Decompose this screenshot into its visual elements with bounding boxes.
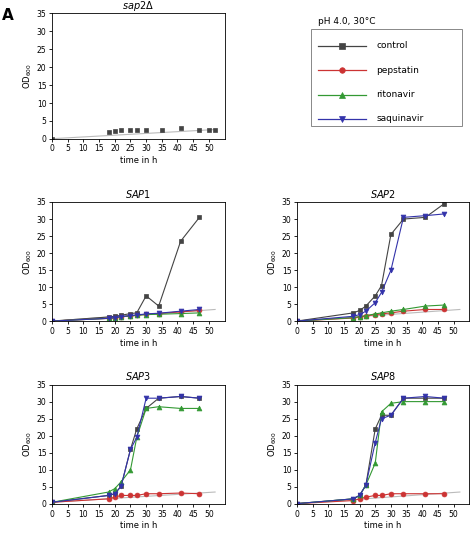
X-axis label: time in h: time in h (119, 156, 157, 165)
Title: $SAP8$: $SAP8$ (370, 370, 396, 382)
X-axis label: time in h: time in h (365, 521, 402, 530)
X-axis label: time in h: time in h (119, 521, 157, 530)
Title: $SAP1$: $SAP1$ (125, 188, 151, 200)
Y-axis label: OD$_{600}$: OD$_{600}$ (21, 63, 34, 89)
Text: pH 4.0, 30°C: pH 4.0, 30°C (318, 17, 375, 26)
Y-axis label: OD$_{600}$: OD$_{600}$ (266, 249, 279, 275)
Text: saquinavir: saquinavir (376, 114, 423, 123)
Y-axis label: OD$_{600}$: OD$_{600}$ (21, 431, 34, 457)
Y-axis label: OD$_{600}$: OD$_{600}$ (266, 431, 279, 457)
Text: pepstatin: pepstatin (376, 66, 419, 74)
Text: A: A (2, 8, 14, 23)
Text: ritonavir: ritonavir (376, 90, 415, 99)
Text: control: control (376, 41, 408, 50)
X-axis label: time in h: time in h (365, 338, 402, 348)
Y-axis label: OD$_{600}$: OD$_{600}$ (21, 249, 34, 275)
X-axis label: time in h: time in h (119, 338, 157, 348)
Title: $sap2\Delta$: $sap2\Delta$ (122, 0, 155, 13)
Title: $SAP3$: $SAP3$ (125, 370, 151, 382)
Title: $SAP2$: $SAP2$ (370, 188, 396, 200)
